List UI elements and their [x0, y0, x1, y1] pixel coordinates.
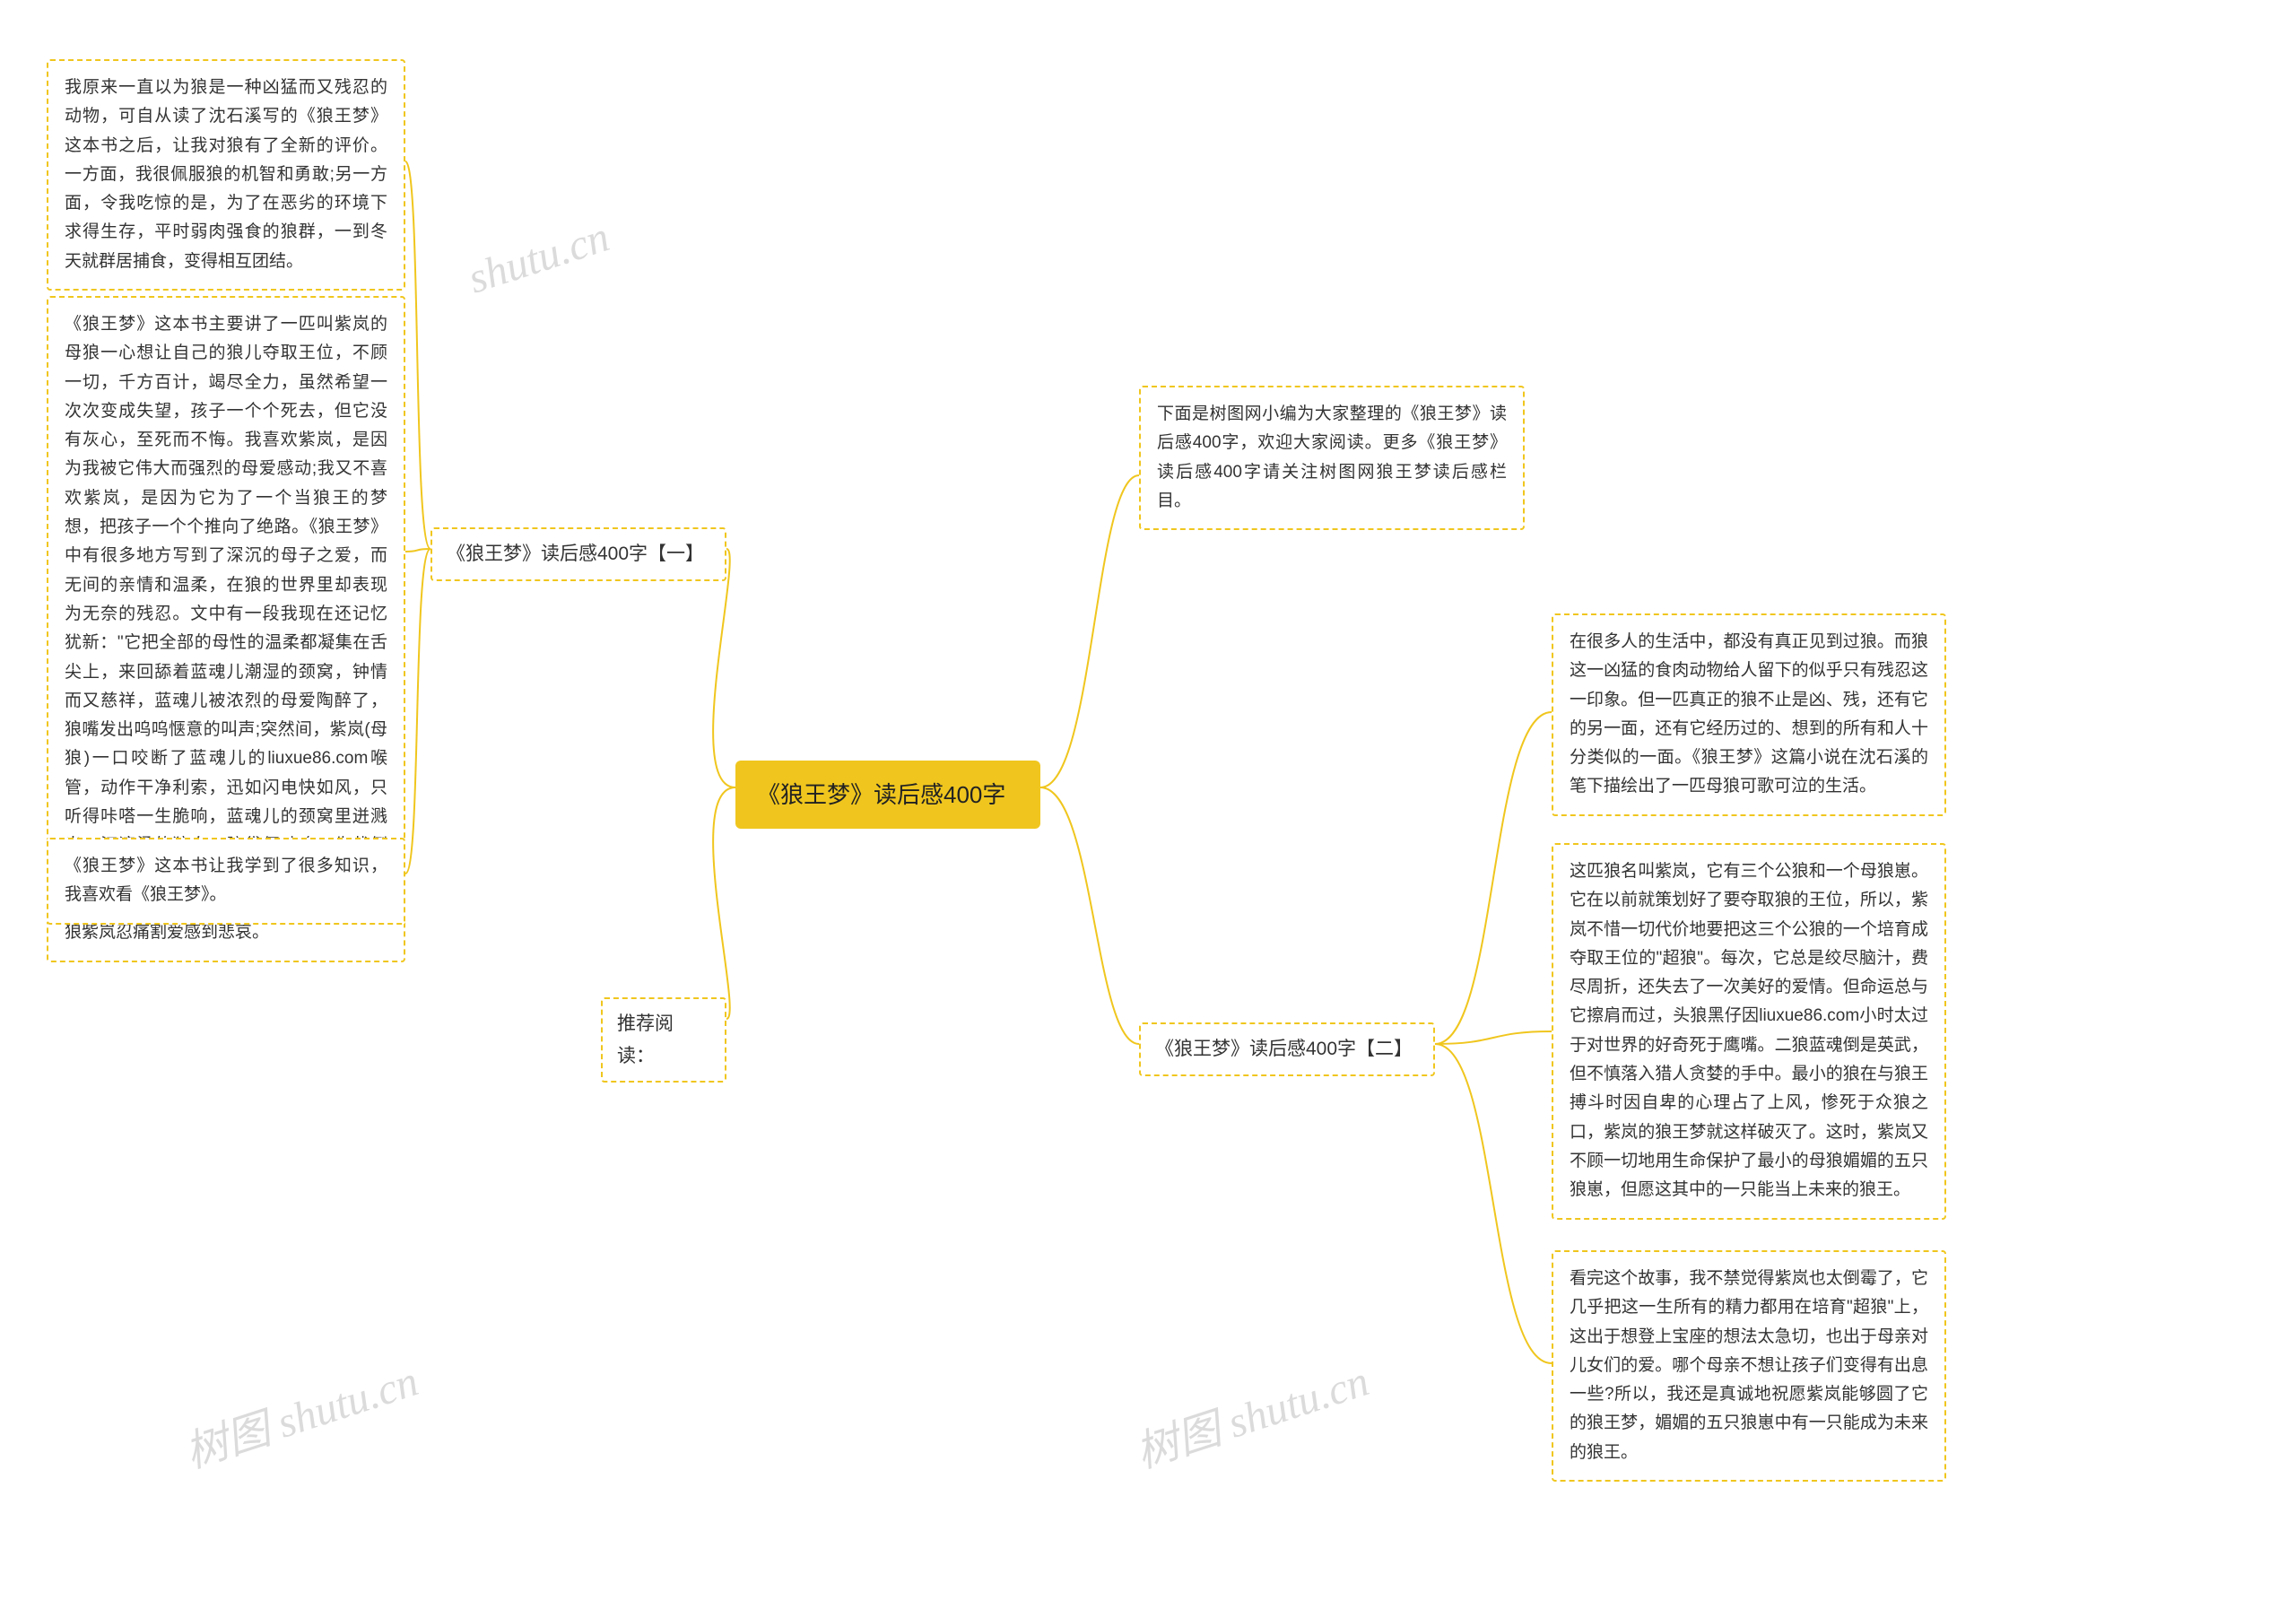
branch-intro[interactable]: 下面是树图网小编为大家整理的《狼王梦》读后感400字，欢迎大家阅读。更多《狼王梦…: [1139, 386, 1525, 530]
branch-intro-text: 下面是树图网小编为大家整理的《狼王梦》读后感400字，欢迎大家阅读。更多《狼王梦…: [1157, 404, 1507, 510]
leaf-text: 这匹狼名叫紫岚，它有三个公狼和一个母狼崽。它在以前就策划好了要夺取狼的王位，所以…: [1570, 862, 1928, 1199]
branch-part2-text: 《狼王梦》读后感400字【二】: [1155, 1039, 1413, 1059]
branch-part1[interactable]: 《狼王梦》读后感400字【一】: [430, 527, 726, 581]
leaf-part2-1[interactable]: 这匹狼名叫紫岚，它有三个公狼和一个母狼崽。它在以前就策划好了要夺取狼的王位，所以…: [1552, 843, 1946, 1220]
mindmap-root[interactable]: 《狼王梦》读后感400字: [735, 761, 1040, 829]
branch-recommend[interactable]: 推荐阅读：: [601, 997, 726, 1083]
branch-recommend-text: 推荐阅读：: [617, 1013, 674, 1066]
leaf-part1-0[interactable]: 我原来一直以为狼是一种凶猛而又残忍的动物，可自从读了沈石溪写的《狼王梦》这本书之…: [47, 59, 405, 291]
watermark: 树图 shutu.cn: [176, 1345, 425, 1480]
leaf-text: 看完这个故事，我不禁觉得紫岚也太倒霉了，它几乎把这一生所有的精力都用在培育"超狼…: [1570, 1269, 1928, 1462]
watermark: 树图 shutu.cn: [1126, 1345, 1376, 1480]
leaf-text: 我原来一直以为狼是一种凶猛而又残忍的动物，可自从读了沈石溪写的《狼王梦》这本书之…: [65, 78, 387, 271]
leaf-part2-0[interactable]: 在很多人的生活中，都没有真正见到过狼。而狼这一凶猛的食肉动物给人留下的似乎只有残…: [1552, 613, 1946, 816]
leaf-text: 在很多人的生活中，都没有真正见到过狼。而狼这一凶猛的食肉动物给人留下的似乎只有残…: [1570, 632, 1928, 796]
root-text: 《狼王梦》读后感400字: [757, 781, 1005, 808]
watermark: shutu.cn: [462, 212, 614, 303]
leaf-part1-2[interactable]: 《狼王梦》这本书让我学到了很多知识，我喜欢看《狼王梦》。: [47, 838, 405, 925]
branch-part2[interactable]: 《狼王梦》读后感400字【二】: [1139, 1022, 1435, 1076]
leaf-text: 《狼王梦》这本书让我学到了很多知识，我喜欢看《狼王梦》。: [65, 857, 387, 904]
leaf-part2-2[interactable]: 看完这个故事，我不禁觉得紫岚也太倒霉了，它几乎把这一生所有的精力都用在培育"超狼…: [1552, 1250, 1946, 1482]
branch-part1-text: 《狼王梦》读后感400字【一】: [447, 544, 704, 564]
